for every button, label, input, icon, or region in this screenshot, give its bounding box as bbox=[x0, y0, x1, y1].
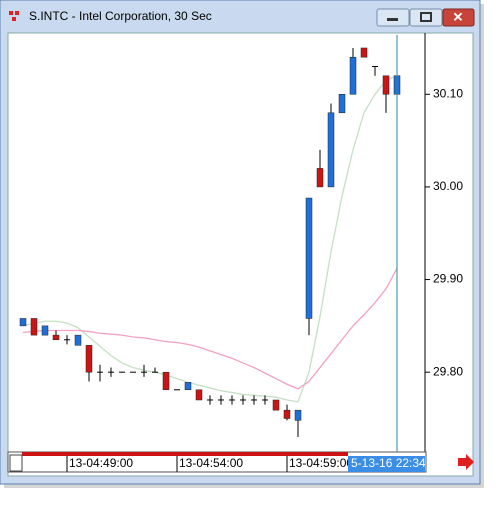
client-area bbox=[7, 32, 474, 477]
minimize-button[interactable] bbox=[376, 8, 410, 27]
candle-body bbox=[327, 112, 335, 188]
candle-body bbox=[41, 325, 49, 336]
candle-body bbox=[382, 75, 390, 95]
candle-body bbox=[184, 382, 192, 391]
candle-body bbox=[74, 334, 82, 346]
candle-body bbox=[30, 318, 38, 336]
y-tick-label: 30.00 bbox=[433, 179, 463, 193]
candle-body bbox=[360, 47, 368, 58]
candle-body bbox=[19, 318, 27, 327]
candle-body bbox=[52, 334, 60, 341]
x-tick-label: 13-04:54:00 bbox=[179, 456, 243, 470]
x-tick-label: 13-04:59:00 bbox=[289, 456, 353, 470]
close-button[interactable] bbox=[442, 8, 475, 27]
candle-body bbox=[349, 56, 357, 95]
maximize-button[interactable] bbox=[409, 8, 443, 27]
candle-body bbox=[85, 345, 93, 373]
scroll-box[interactable] bbox=[9, 454, 23, 472]
scroll-right-arrow[interactable] bbox=[458, 454, 474, 470]
close-icon: ✕ bbox=[453, 9, 464, 24]
scroll-thumb[interactable] bbox=[22, 452, 348, 456]
candle-body bbox=[316, 168, 324, 188]
candle-body bbox=[294, 409, 302, 421]
candle-body bbox=[272, 399, 280, 411]
cursor-label-box bbox=[348, 456, 425, 472]
cursor-label: 5-13-16 22:34:00 bbox=[351, 456, 443, 470]
y-tick-label: 29.80 bbox=[433, 364, 463, 378]
plot: 29.80 29.90 30.00 30.10 13-04:49:00 13-04:54:… bbox=[19, 35, 463, 472]
y-tick-label: 29.90 bbox=[433, 272, 463, 286]
candle-body bbox=[338, 94, 346, 114]
candle-body bbox=[195, 389, 203, 401]
app-icon bbox=[9, 11, 19, 21]
candle-body bbox=[305, 197, 313, 319]
x-tick-label: 13-04:49:00 bbox=[69, 456, 133, 470]
window-title: S.INTC - Intel Corporation, 30 Sec bbox=[29, 9, 212, 23]
candle-body bbox=[283, 409, 291, 419]
maximize-icon bbox=[420, 12, 432, 22]
average-line bbox=[22, 75, 398, 403]
candle-body bbox=[162, 371, 170, 391]
average-line bbox=[22, 268, 398, 390]
minimize-icon bbox=[387, 18, 398, 21]
y-tick-label: 30.10 bbox=[433, 86, 463, 100]
